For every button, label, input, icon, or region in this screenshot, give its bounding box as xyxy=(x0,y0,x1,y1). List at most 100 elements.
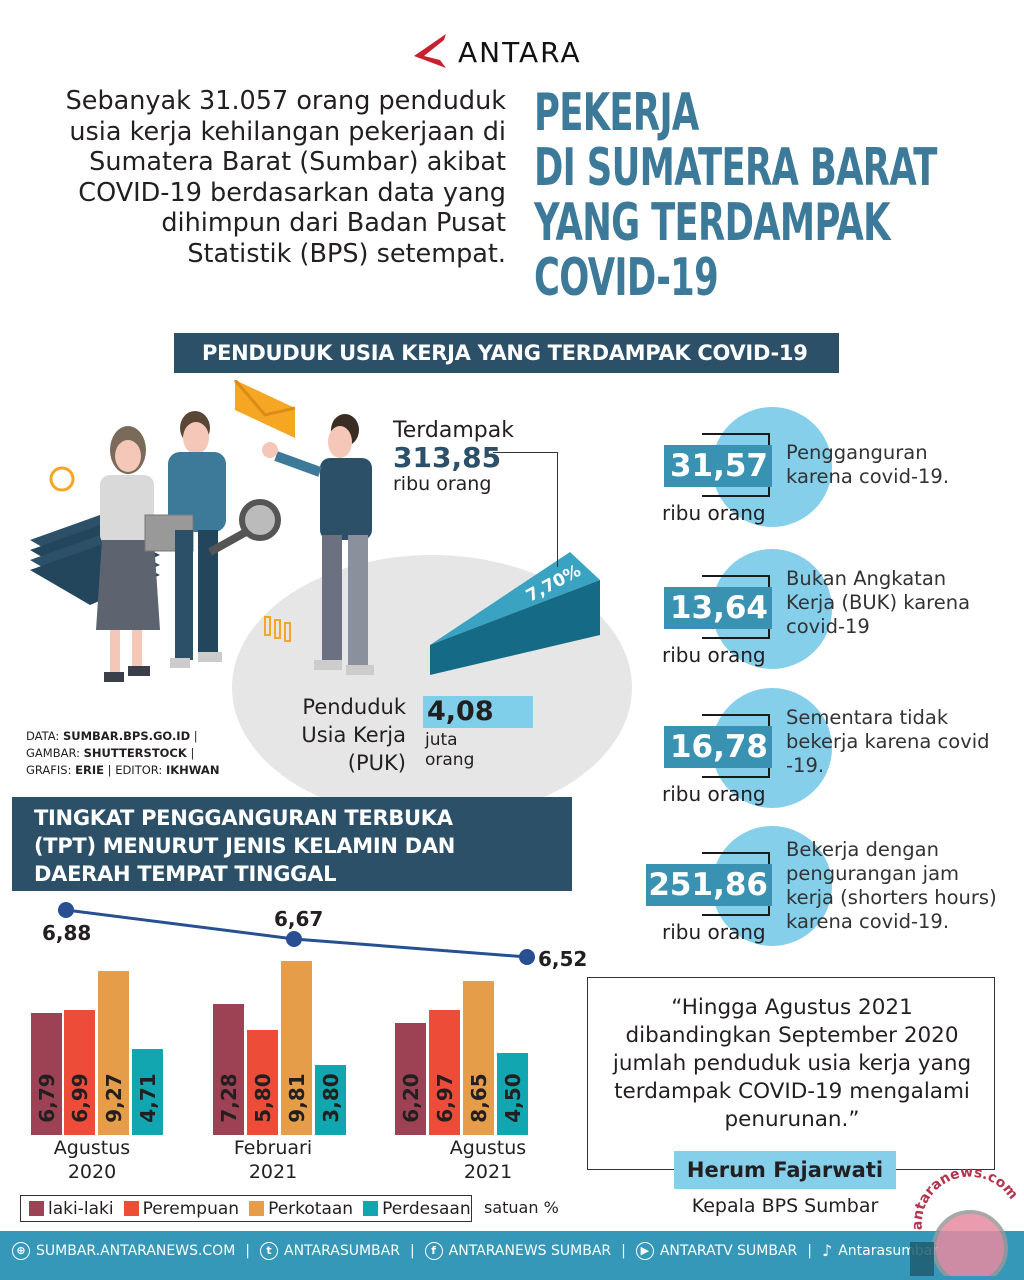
section-heading-puk: PENDUDUK USIA KERJA YANG TERDAMPAK COVID… xyxy=(174,333,839,373)
man-talking-figure xyxy=(262,414,374,675)
footer-link-facebook[interactable]: ANTARANEWS SUMBAR xyxy=(448,1242,612,1259)
terdampak-leader-line xyxy=(493,452,558,567)
terdampak-value: 313,85 xyxy=(393,441,502,474)
stat-desc-line: Pengganguran xyxy=(786,441,928,464)
bar-perempuan-feb2021: 5,80 xyxy=(247,1030,278,1135)
bar-value: 6,79 xyxy=(34,1073,59,1123)
pie-slice-terdampak: 7,70% xyxy=(430,552,600,675)
chart-legend: laki-laki Perempuan Perkotaan Perdesaan xyxy=(20,1195,472,1222)
logo-text: ANTARA xyxy=(458,35,582,69)
stat-desc-line: karena covid-19. xyxy=(786,465,950,488)
bar-value: 6,97 xyxy=(432,1073,457,1123)
antara-logo-icon xyxy=(414,34,446,68)
x-label-year: 2021 xyxy=(248,1161,298,1183)
stat-desc-line: karena covid-19. xyxy=(786,910,950,933)
section-heading-tpt: TINGKAT PENGGANGURAN TERBUKA (TPT) MENUR… xyxy=(12,797,572,891)
puk-unit-line: orang xyxy=(425,750,475,770)
stat-value: 251,86 xyxy=(646,864,772,906)
x-axis-label: Agustus 2021 xyxy=(423,1136,553,1184)
legend-label: Perkotaan xyxy=(268,1198,354,1219)
x-label-month: Agustus xyxy=(53,1137,131,1159)
globe-icon: ⊕ xyxy=(12,1241,30,1260)
bar-icon-decoration xyxy=(264,616,291,642)
stat-pengurangan-jam-kerja: 251,86 ribu orang Bekerja dengan pengura… xyxy=(640,826,1020,966)
stat-desc-line: bekerja karena covid xyxy=(786,730,990,753)
terdampak-label: Terdampak xyxy=(393,418,514,443)
quote-line: terdampak COVID-19 mengalami xyxy=(614,1079,970,1104)
line-value-label: 6,88 xyxy=(42,921,92,945)
intro-paragraph: Sebanyak 31.057 orang penduduk usia kerj… xyxy=(40,86,506,269)
quote-line: “Hingga Agustus 2021 xyxy=(671,995,913,1020)
x-label-month: Agustus xyxy=(449,1137,527,1159)
footer-link-youtube[interactable]: ANTARATV SUMBAR xyxy=(659,1242,798,1259)
stat-buk: 13,64 ribu orang Bukan Angkatan Kerja (B… xyxy=(640,549,1020,689)
tiktok-icon: ♪ xyxy=(822,1241,833,1260)
bar-perempuan-aug2020: 6,99 xyxy=(64,1010,95,1135)
footer-bar xyxy=(0,1231,1024,1280)
legend-item-laki-laki: laki-laki xyxy=(29,1199,114,1219)
legend-swatch xyxy=(123,1201,139,1216)
footer-link-website[interactable]: SUMBAR.ANTARANEWS.COM xyxy=(36,1242,236,1259)
man-with-magnifier-figure xyxy=(144,411,281,668)
bar-perkotaan-aug2021: 8,65 xyxy=(463,981,494,1135)
stat-sementara-tidak-bekerja: 16,78 ribu orang Sementara tidak bekerja… xyxy=(640,688,1020,828)
quote-author-name: Herum Fajarwati xyxy=(674,1151,896,1189)
credit-graphic: ERIE xyxy=(75,763,104,777)
bar-value: 9,27 xyxy=(101,1073,126,1123)
quote-text: “Hingga Agustus 2021 dibandingkan Septem… xyxy=(592,994,992,1134)
intro-line: COVID-19 berdasarkan data yang xyxy=(78,177,506,208)
credit-editor: IKHWAN xyxy=(165,763,220,777)
legend-label: laki-laki xyxy=(48,1198,114,1219)
bar-perdesaan-aug2020: 4,71 xyxy=(132,1049,163,1135)
separator: | xyxy=(245,1242,250,1259)
heading-line: DAERAH TEMPAT TINGGAL xyxy=(34,862,337,886)
separator: | xyxy=(807,1242,813,1259)
credit-data-source: SUMBAR.BPS.GO.ID xyxy=(62,729,191,743)
puk-unit-line: juta xyxy=(425,730,458,750)
stat-desc-line: Kerja (BUK) karena xyxy=(786,591,971,614)
tpt-total-line xyxy=(58,902,535,965)
stat-desc-line: Bekerja dengan xyxy=(786,838,939,861)
footer-links: ⊕ SUMBAR.ANTARANEWS.COM | t ANTARASUMBAR… xyxy=(12,1241,938,1260)
page-title: PEKERJA DI SUMATERA BARAT YANG TERDAMPAK… xyxy=(534,86,937,306)
intro-line: Sebanyak 31.057 orang penduduk xyxy=(65,86,506,116)
puk-unit: juta orang xyxy=(425,730,474,770)
bar-value: 4,71 xyxy=(135,1073,160,1123)
x-axis-label: Februari 2021 xyxy=(208,1136,338,1184)
x-axis-label: Agustus 2020 xyxy=(27,1136,157,1184)
intro-line: Sumatera Barat (Sumbar) akibat xyxy=(89,147,506,177)
heading-line: TINGKAT PENGGANGURAN TERBUKA xyxy=(34,806,453,830)
stat-unit: ribu orang xyxy=(662,782,766,806)
x-label-year: 2021 xyxy=(463,1161,513,1183)
bar-value: 8,65 xyxy=(466,1073,491,1123)
bar-value: 6,99 xyxy=(67,1073,92,1123)
bar-perkotaan-aug2020: 9,27 xyxy=(98,971,129,1135)
stat-desc-line: covid-19 xyxy=(786,615,870,638)
bar-value: 7,28 xyxy=(216,1073,241,1123)
terdampak-stat: Terdampak 313,85 ribu orang xyxy=(393,418,514,495)
people-illustration xyxy=(30,380,374,682)
bar-perkotaan-feb2021: 9,81 xyxy=(281,961,312,1135)
intro-line: dihimpun dari Badan Pusat xyxy=(161,208,506,238)
stat-desc: Sementara tidak bekerja karena covid -19… xyxy=(786,706,1016,778)
separator: | xyxy=(190,746,195,760)
title-line: DI SUMATERA BARAT xyxy=(534,138,937,198)
title-line: YANG TERDAMPAK xyxy=(534,193,891,253)
footer-link-twitter[interactable]: ANTARASUMBAR xyxy=(284,1242,400,1259)
bar-perdesaan-feb2021: 3,80 xyxy=(315,1065,346,1135)
quote-line: penurunan.” xyxy=(724,1107,860,1132)
bar-value: 3,80 xyxy=(318,1073,343,1123)
stat-value: 16,78 xyxy=(664,726,772,768)
stat-desc: Pengganguran karena covid-19. xyxy=(786,441,1016,489)
bar-laki-laki-aug2021: 6,20 xyxy=(395,1023,426,1135)
separator: | xyxy=(409,1242,415,1259)
globe-icon xyxy=(49,466,75,492)
envelope-icon xyxy=(233,380,296,438)
quote-line: jumlah penduduk usia kerja yang xyxy=(612,1051,972,1076)
stat-desc-line: Sementara tidak xyxy=(786,706,949,729)
stat-pengangguran: 31,57 ribu orang Pengganguran karena cov… xyxy=(640,407,1020,547)
line-value-label: 6,52 xyxy=(538,947,588,971)
stat-unit: ribu orang xyxy=(662,920,766,944)
quote-author-role: Kepala BPS Sumbar xyxy=(691,1195,879,1217)
quote-line: dibandingkan September 2020 xyxy=(625,1023,959,1048)
